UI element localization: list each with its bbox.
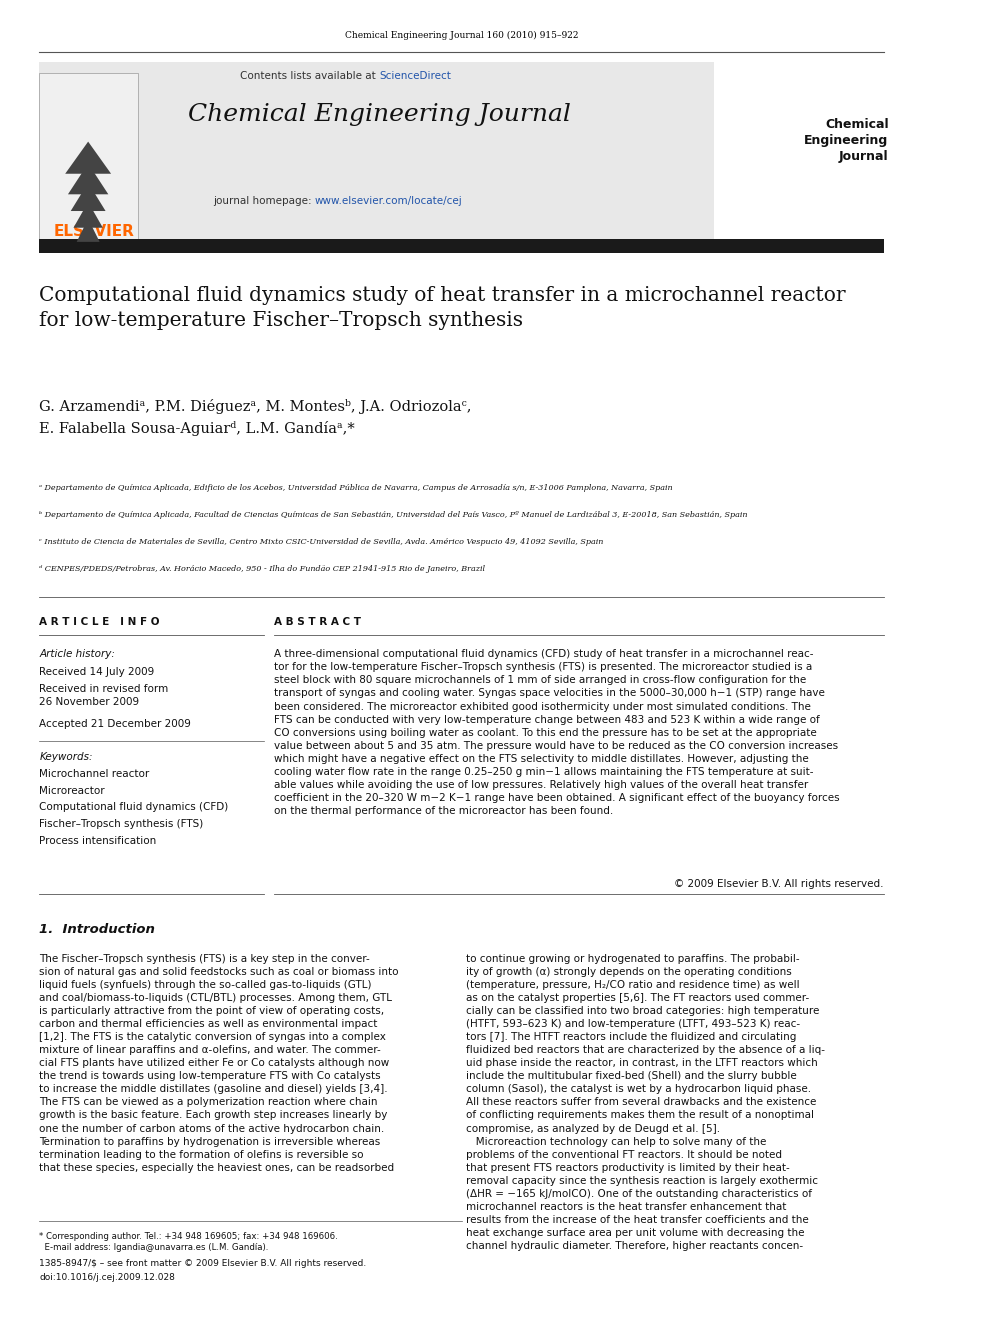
Text: ScienceDirect: ScienceDirect xyxy=(379,71,451,81)
Text: Microreactor: Microreactor xyxy=(40,786,105,795)
FancyBboxPatch shape xyxy=(40,74,138,241)
Text: ELSEVIER: ELSEVIER xyxy=(54,224,134,239)
Text: Chemical Engineering Journal 160 (2010) 915–922: Chemical Engineering Journal 160 (2010) … xyxy=(345,30,578,40)
Text: Microchannel reactor: Microchannel reactor xyxy=(40,769,150,779)
Text: Received in revised form
26 November 2009: Received in revised form 26 November 200… xyxy=(40,684,169,708)
Text: * Corresponding author. Tel.: +34 948 169605; fax: +34 948 169606.
  E-mail addr: * Corresponding author. Tel.: +34 948 16… xyxy=(40,1232,338,1253)
Text: Chemical Engineering Journal: Chemical Engineering Journal xyxy=(187,103,570,126)
Text: doi:10.1016/j.cej.2009.12.028: doi:10.1016/j.cej.2009.12.028 xyxy=(40,1273,176,1282)
Text: Process intensification: Process intensification xyxy=(40,836,157,845)
Polygon shape xyxy=(70,183,105,210)
Text: www.elsevier.com/locate/cej: www.elsevier.com/locate/cej xyxy=(314,196,462,205)
Polygon shape xyxy=(67,164,108,194)
Text: 1385-8947/$ – see front matter © 2009 Elsevier B.V. All rights reserved.: 1385-8947/$ – see front matter © 2009 El… xyxy=(40,1258,367,1267)
Text: 1.  Introduction: 1. Introduction xyxy=(40,923,156,937)
Text: ᵇ Departamento de Química Aplicada, Facultad de Ciencias Químicas de San Sebasti: ᵇ Departamento de Química Aplicada, Facu… xyxy=(40,511,748,519)
Text: Accepted 21 December 2009: Accepted 21 December 2009 xyxy=(40,718,191,729)
Text: The Fischer–Tropsch synthesis (FTS) is a key step in the conver-
sion of natural: The Fischer–Tropsch synthesis (FTS) is a… xyxy=(40,954,399,1172)
FancyBboxPatch shape xyxy=(40,239,884,254)
Polygon shape xyxy=(76,218,99,242)
Text: journal homepage:: journal homepage: xyxy=(213,196,314,205)
Text: Keywords:: Keywords: xyxy=(40,753,93,762)
Text: Chemical
Engineering
Journal: Chemical Engineering Journal xyxy=(805,119,889,164)
Text: A R T I C L E   I N F O: A R T I C L E I N F O xyxy=(40,618,160,627)
FancyBboxPatch shape xyxy=(40,62,714,245)
Polygon shape xyxy=(65,142,111,173)
Text: A B S T R A C T: A B S T R A C T xyxy=(274,618,360,627)
Text: ᵈ CENPES/PDEDS/Petrobras, Av. Horácio Macedo, 950 - Ilha do Fundão CEP 21941-915: ᵈ CENPES/PDEDS/Petrobras, Av. Horácio Ma… xyxy=(40,565,485,573)
Text: Computational fluid dynamics (CFD): Computational fluid dynamics (CFD) xyxy=(40,802,229,812)
Text: © 2009 Elsevier B.V. All rights reserved.: © 2009 Elsevier B.V. All rights reserved… xyxy=(675,880,884,889)
Text: Received 14 July 2009: Received 14 July 2009 xyxy=(40,667,155,677)
Text: to continue growing or hydrogenated to paraffins. The probabil-
ity of growth (α: to continue growing or hydrogenated to p… xyxy=(466,954,825,1250)
Text: ᵃ Departamento de Química Aplicada, Edificio de los Acebos, Universidad Pública : ᵃ Departamento de Química Aplicada, Edif… xyxy=(40,483,674,492)
Text: ᶜ Instituto de Ciencia de Materiales de Sevilla, Centro Mixto CSIC-Universidad d: ᶜ Instituto de Ciencia de Materiales de … xyxy=(40,537,604,545)
Text: Contents lists available at: Contents lists available at xyxy=(240,71,379,81)
Text: Fischer–Tropsch synthesis (FTS): Fischer–Tropsch synthesis (FTS) xyxy=(40,819,203,830)
Polygon shape xyxy=(73,202,103,228)
Text: A three-dimensional computational fluid dynamics (CFD) study of heat transfer in: A three-dimensional computational fluid … xyxy=(274,650,839,816)
Text: G. Arzamendiᵃ, P.M. Diéguezᵃ, M. Montesᵇ, J.A. Odriozolaᶜ,
E. Falabella Sousa-Ag: G. Arzamendiᵃ, P.M. Diéguezᵃ, M. Montesᵇ… xyxy=(40,398,472,435)
Text: Article history:: Article history: xyxy=(40,650,115,659)
Text: Computational fluid dynamics study of heat transfer in a microchannel reactor
fo: Computational fluid dynamics study of he… xyxy=(40,286,846,329)
